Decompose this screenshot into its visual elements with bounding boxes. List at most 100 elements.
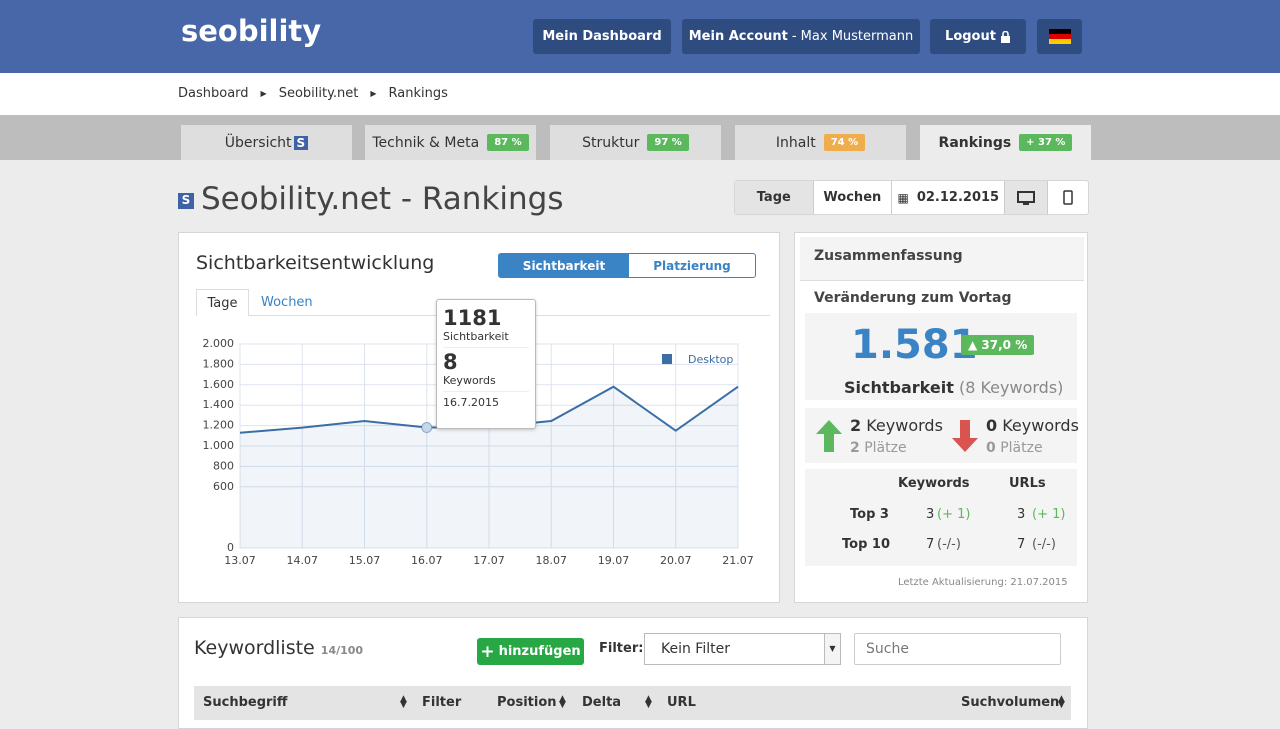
col-header: URLs bbox=[1009, 476, 1046, 491]
cell: 7 bbox=[1017, 537, 1026, 552]
down-arrow bbox=[952, 420, 978, 452]
row-label: Top 10 bbox=[842, 537, 890, 552]
desktop-toggle[interactable] bbox=[1005, 181, 1049, 214]
toggle-option[interactable]: Wochen bbox=[814, 181, 893, 214]
filter-select[interactable]: Kein Filter ▼ bbox=[644, 633, 841, 665]
tooltip-value: 1181 bbox=[443, 306, 502, 330]
cell-delta: (-/-) bbox=[937, 537, 961, 552]
summary-box bbox=[805, 313, 1077, 400]
count-label: Keywords bbox=[1002, 416, 1079, 435]
top-table bbox=[805, 469, 1077, 566]
label: Sichtbarkeit bbox=[844, 378, 954, 397]
cell: 7 bbox=[926, 537, 935, 552]
sort-icon: ▲ ▼ bbox=[400, 694, 407, 710]
toggle-option[interactable]: Tage bbox=[735, 181, 814, 214]
placeholder: Suche bbox=[866, 641, 909, 657]
row-label: Top 3 bbox=[850, 507, 889, 522]
column-header[interactable]: Suchbegriff bbox=[203, 695, 288, 710]
tab-active[interactable]: Rankings + 37 % bbox=[920, 125, 1091, 160]
value: Kein Filter bbox=[661, 641, 730, 657]
add-button[interactable]: + hinzufügen bbox=[477, 638, 584, 665]
up-places: 2 Plätze bbox=[850, 440, 907, 456]
y-tick-label: 0 bbox=[227, 541, 234, 554]
up-arrow bbox=[816, 420, 842, 452]
label: Mein Dashboard bbox=[542, 29, 662, 44]
logout-button[interactable]: Logout bbox=[930, 19, 1026, 54]
tab-label: Übersicht bbox=[224, 134, 292, 151]
tooltip-label: Sichtbarkeit bbox=[443, 330, 529, 348]
down-places: 0 Plätze bbox=[986, 440, 1043, 456]
label: hinzufügen bbox=[498, 644, 581, 659]
badge: 97 % bbox=[647, 134, 689, 151]
tab[interactable]: Struktur 97 % bbox=[550, 125, 721, 160]
column-header[interactable]: Delta bbox=[582, 695, 622, 710]
tooltip-label: Keywords bbox=[443, 374, 529, 392]
legend-swatch bbox=[662, 354, 672, 364]
label: Logout bbox=[945, 29, 996, 44]
title: Keywordliste bbox=[194, 637, 315, 659]
crumb[interactable]: Rankings bbox=[388, 86, 448, 101]
toggle-option[interactable]: Platzierung bbox=[653, 258, 731, 273]
area bbox=[240, 386, 738, 548]
language-button[interactable] bbox=[1037, 19, 1082, 54]
mobile-toggle[interactable] bbox=[1048, 181, 1088, 214]
chart-tab[interactable]: Wochen bbox=[261, 295, 313, 310]
tab[interactable]: Übersicht S bbox=[181, 125, 352, 160]
badge: 74 % bbox=[823, 134, 866, 151]
sort-icon: ▲ ▼ bbox=[1058, 694, 1065, 710]
x-tick-label: 15.07 bbox=[349, 554, 381, 567]
tooltip: 1181 Sichtbarkeit 8 Keywords 16.7.2015 bbox=[436, 299, 536, 429]
count: 2 bbox=[850, 416, 862, 435]
dashboard-button[interactable]: Mein Dashboard bbox=[533, 19, 671, 54]
desktop-icon bbox=[1017, 190, 1036, 205]
sort-icon: ▲ ▼ bbox=[559, 694, 566, 710]
x-tick-label: 16.07 bbox=[411, 554, 443, 567]
account-button[interactable]: Mein Account - Max Mustermann bbox=[682, 19, 920, 54]
column-header[interactable]: Filter bbox=[422, 695, 462, 710]
x-tick-label: 21.07 bbox=[722, 554, 754, 567]
column-header[interactable]: URL bbox=[667, 695, 696, 710]
chart-tab[interactable]: Tage bbox=[196, 289, 249, 316]
keyword-title: Keywordliste 14/100 bbox=[194, 637, 363, 659]
crumb[interactable]: Dashboard bbox=[178, 86, 249, 101]
tab-label: Technik & Meta bbox=[372, 134, 480, 151]
panel-title: Sichtbarkeitsentwicklung bbox=[196, 252, 435, 274]
x-tick-label: 14.07 bbox=[287, 554, 319, 567]
count-label: Keywords bbox=[866, 416, 943, 435]
cell: 3 bbox=[926, 507, 935, 522]
visibility-caption: Sichtbarkeit (8 Keywords) bbox=[844, 378, 1063, 397]
x-tick-label: 17.07 bbox=[473, 554, 505, 567]
tab[interactable]: Technik & Meta 87 % bbox=[365, 125, 536, 160]
toggle-option[interactable]: Sichtbarkeit bbox=[499, 254, 629, 277]
legend-label: Desktop bbox=[688, 353, 733, 366]
mobile-icon bbox=[1063, 190, 1073, 205]
up-count: 2 Keywords bbox=[850, 416, 943, 435]
places: 0 bbox=[986, 440, 996, 456]
y-tick-label: 1.800 bbox=[203, 357, 235, 370]
s-icon: S bbox=[178, 193, 194, 209]
crumb[interactable]: Seobility.net bbox=[278, 86, 359, 101]
change-badge: ▲ 37,0 % bbox=[961, 335, 1035, 355]
cell-delta: (+ 1) bbox=[937, 507, 971, 522]
summary-header bbox=[800, 237, 1084, 281]
column-header[interactable]: Position bbox=[497, 695, 557, 710]
y-tick-label: 1.200 bbox=[203, 419, 235, 432]
places: 2 bbox=[850, 440, 860, 456]
s-icon: S bbox=[293, 135, 309, 150]
movement-box bbox=[805, 408, 1077, 463]
column-header[interactable]: Suchvolumen bbox=[961, 695, 1060, 710]
date-picker[interactable]: ▦ 02.12.2015 bbox=[892, 181, 1006, 214]
x-tick-label: 18.07 bbox=[536, 554, 568, 567]
summary-title: Zusammenfassung bbox=[814, 248, 963, 264]
label: Mein Account bbox=[688, 29, 788, 44]
tab[interactable]: Inhalt 74 % bbox=[735, 125, 906, 160]
badge: 87 % bbox=[487, 134, 529, 151]
down-count: 0 Keywords bbox=[986, 416, 1079, 435]
logo[interactable]: seobility bbox=[181, 14, 322, 48]
search-input[interactable]: Suche bbox=[854, 633, 1061, 665]
count: 14/100 bbox=[320, 644, 364, 657]
count: 0 bbox=[986, 416, 998, 435]
lock-icon bbox=[1000, 30, 1010, 43]
metric-toggle: Sichtbarkeit Platzierung bbox=[498, 253, 756, 278]
y-tick-label: 600 bbox=[213, 480, 234, 493]
